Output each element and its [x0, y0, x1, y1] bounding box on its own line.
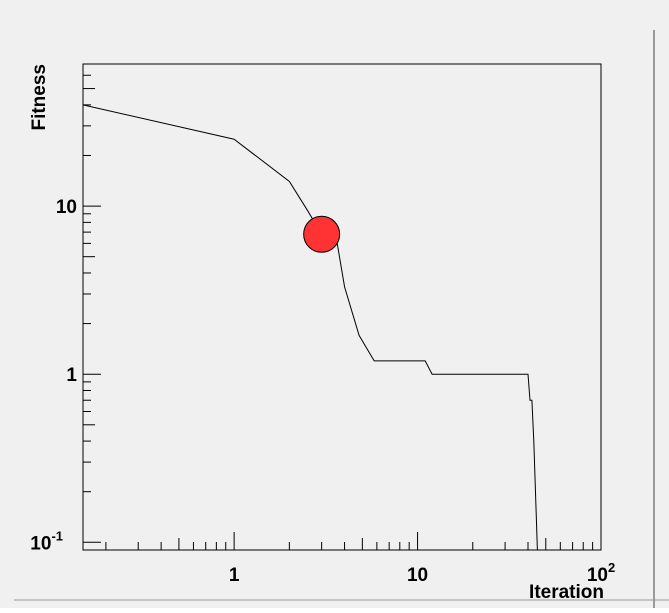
minor-ticks: [83, 63, 594, 551]
x-tick-label: 10: [407, 565, 428, 586]
current-point-marker: [303, 215, 341, 253]
x-axis-label: Iteration: [529, 582, 604, 603]
plot-frame: [82, 63, 602, 551]
y-axis-label: Fitness: [29, 64, 50, 131]
x-tick-label: 1: [229, 565, 240, 586]
y-tick-label: 1: [66, 365, 77, 386]
y-tick-label: 10: [56, 197, 77, 218]
major-ticks: [83, 205, 602, 550]
fitness-series-line: [82, 104, 538, 551]
